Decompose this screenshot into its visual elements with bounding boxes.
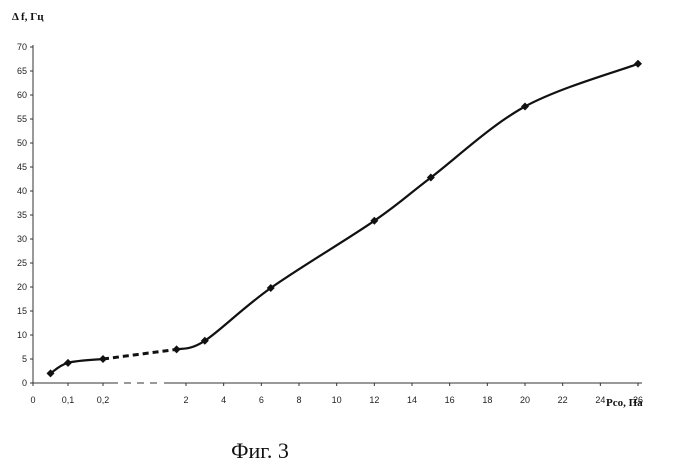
y-tick-label: 20 (17, 282, 27, 292)
x-tick-label: 0,1 (62, 395, 75, 405)
x-axis-title: Pсо, Па (606, 397, 643, 409)
data-point-marker (64, 359, 72, 367)
series-line-break (103, 349, 177, 359)
series (47, 60, 643, 378)
data-point-marker (99, 355, 107, 363)
y-tick-label: 25 (17, 258, 27, 268)
y-tick-label: 10 (17, 330, 27, 340)
x-tick-label: 24 (595, 395, 605, 405)
x-tick-label: 4 (221, 395, 226, 405)
y-tick-label: 40 (17, 186, 27, 196)
y-tick-label: 55 (17, 114, 27, 124)
y-tick-label: 5 (22, 354, 27, 364)
y-tick-label: 30 (17, 234, 27, 244)
figure-caption: Фиг. 3 (0, 438, 520, 464)
chart: 0510152025303540455055606570 00,10,22468… (0, 0, 699, 430)
y-tick-label: 35 (17, 210, 27, 220)
x-tick-label: 12 (369, 395, 379, 405)
y-axis: 0 5 10 15 20 25 30 35 40 45 50 55 60 65 70 (17, 42, 33, 388)
x-tick-label: 22 (558, 395, 568, 405)
y-tick-label: 65 (17, 66, 27, 76)
y-tick-label: 60 (17, 90, 27, 100)
y-tick-label: 50 (17, 138, 27, 148)
y-tick-label: 15 (17, 306, 27, 316)
x-tick-label: 0 (30, 395, 35, 405)
x-tick-label: 6 (259, 395, 264, 405)
y-tick-label: 0 (22, 378, 27, 388)
y-tick-label: 70 (17, 42, 27, 52)
x-tick-label: 16 (445, 395, 455, 405)
series-line-right (177, 64, 638, 350)
x-tick-label: 2 (183, 395, 188, 405)
x-axis: 00,10,22468101214161820222426 (30, 383, 643, 405)
data-point-marker (173, 345, 181, 353)
x-tick-label: 0,2 (97, 395, 110, 405)
x-tick-label: 10 (332, 395, 342, 405)
x-tick-label: 18 (482, 395, 492, 405)
y-tick-label: 45 (17, 162, 27, 172)
series-line-left (51, 359, 104, 373)
y-axis-title: Δ f, Гц (12, 11, 44, 23)
data-point-marker (634, 60, 642, 68)
x-tick-label: 8 (296, 395, 301, 405)
x-tick-label: 14 (407, 395, 417, 405)
x-tick-label: 20 (520, 395, 530, 405)
